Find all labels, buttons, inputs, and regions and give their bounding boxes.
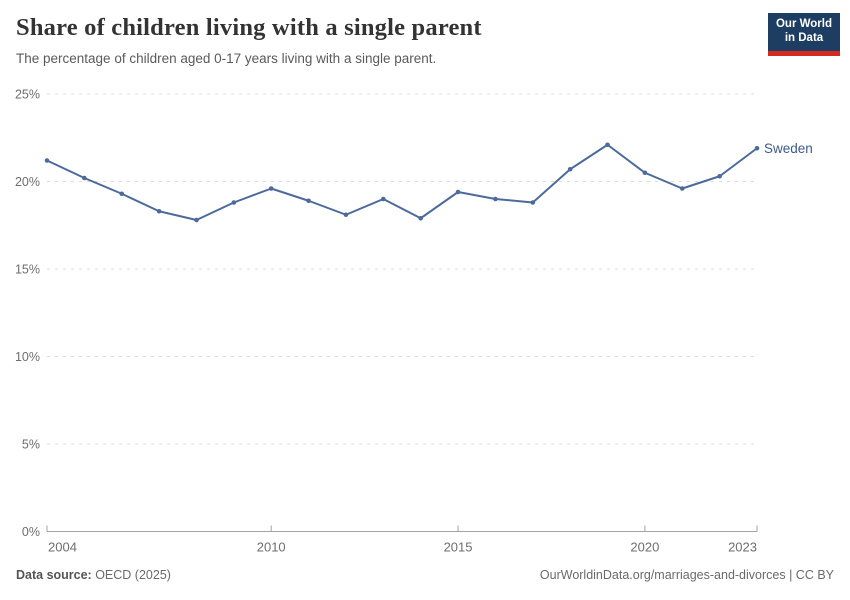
y-tick-label-15: 15% — [15, 263, 40, 277]
data-point-2022[interactable] — [717, 173, 722, 179]
data-point-2017[interactable] — [530, 200, 536, 205]
y-tick-label-25: 25% — [15, 88, 40, 102]
owid-logo-red-bar — [768, 51, 840, 56]
x-tick-label-2010: 2010 — [257, 540, 286, 555]
data-point-2019[interactable] — [605, 142, 610, 148]
data-source-value: OECD (2025) — [91, 568, 171, 582]
data-point-2011[interactable] — [306, 198, 311, 204]
data-point-2018[interactable] — [567, 166, 573, 172]
data-point-2020[interactable] — [642, 170, 648, 176]
data-source-label: Data source: — [16, 568, 92, 582]
data-point-2006[interactable] — [119, 191, 125, 197]
credit-link[interactable]: OurWorldinData.org/marriages-and-divorce… — [539, 568, 834, 582]
data-point-2005[interactable] — [82, 175, 87, 181]
y-tick-label-20: 20% — [15, 175, 40, 189]
data-source: Data source: OECD (2025) — [16, 568, 171, 582]
series-line-sweden[interactable] — [46, 143, 758, 221]
data-point-2010[interactable] — [268, 186, 274, 191]
y-tick-label-10: 10% — [15, 350, 40, 364]
data-point-2013[interactable] — [381, 196, 386, 202]
data-point-2012[interactable] — [343, 212, 349, 218]
data-point-2015[interactable] — [455, 189, 461, 195]
x-tick-label-2015: 2015 — [444, 540, 473, 555]
chart-title: Share of children living with a single p… — [16, 14, 482, 41]
data-point-2023[interactable] — [754, 145, 760, 151]
data-point-2016[interactable] — [493, 196, 498, 202]
x-tick-label-2004: 2004 — [48, 540, 77, 555]
data-point-2014[interactable] — [418, 215, 423, 221]
owid-logo-text: Our World in Data — [768, 13, 840, 51]
chart-subtitle: The percentage of children aged 0-17 yea… — [16, 51, 437, 66]
owid-logo[interactable]: Our World in Data — [768, 13, 840, 56]
data-point-2009[interactable] — [231, 200, 237, 205]
x-tick-label-2023: 2023 — [728, 540, 757, 555]
y-tick-label-0: 0% — [22, 525, 40, 539]
y-tick-label-5: 5% — [22, 438, 40, 452]
chart-footer: Data source: OECD (2025) OurWorldinData.… — [16, 568, 834, 582]
data-point-2021[interactable] — [679, 186, 685, 191]
data-point-2008[interactable] — [194, 217, 199, 223]
x-tick-label-2020: 2020 — [630, 540, 659, 555]
data-point-2007[interactable] — [156, 208, 162, 214]
data-point-2004[interactable] — [44, 158, 50, 163]
series-label-sweden[interactable]: Sweden — [764, 141, 813, 156]
